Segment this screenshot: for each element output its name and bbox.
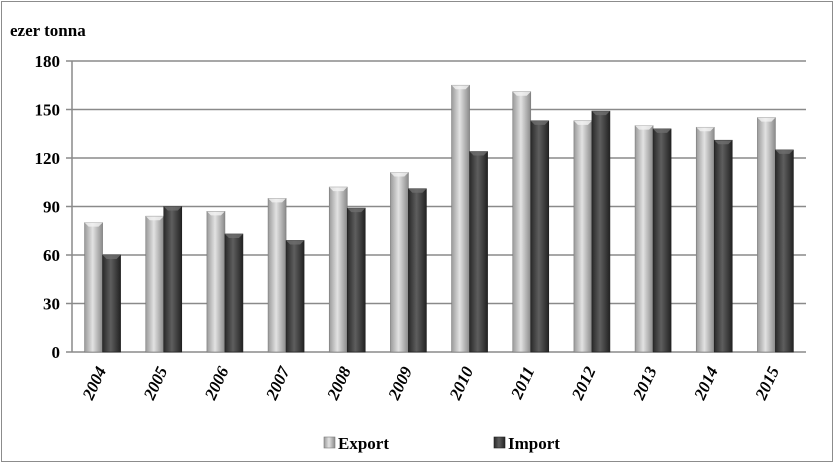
bar-cap: [714, 140, 733, 145]
bar-export: [695, 126, 715, 353]
legend: Export Import: [323, 434, 560, 453]
bar-cap: [757, 117, 776, 122]
bar-import: [530, 120, 550, 353]
bar-export: [390, 172, 409, 353]
bar-export: [328, 186, 348, 353]
bar-export: [512, 91, 532, 353]
x-tick-label: 2005: [139, 363, 171, 403]
y-tick-label: 0: [52, 343, 61, 362]
bar-import: [469, 151, 488, 353]
bar-cap: [469, 151, 488, 156]
x-tick-label: 2006: [201, 363, 233, 403]
bar-cap: [696, 127, 715, 132]
bar-cap: [390, 172, 409, 177]
bar-cap: [530, 120, 549, 125]
gridlines: [66, 60, 806, 353]
bar-cap: [145, 216, 164, 221]
bars: [84, 84, 794, 353]
y-tick-label: 180: [35, 52, 61, 71]
legend-swatch-import: [493, 436, 506, 449]
bar-cap: [347, 208, 366, 213]
legend-label-import: Import: [508, 434, 560, 453]
legend-label-export: Export: [338, 434, 389, 453]
bar-import: [713, 139, 733, 353]
x-tick-label: 2010: [445, 363, 477, 403]
bar-import: [224, 233, 244, 353]
bar-import: [346, 207, 366, 353]
bar-export: [206, 211, 226, 353]
bar-cap: [329, 187, 348, 192]
bar-cap: [635, 125, 654, 130]
x-tick-label: 2009: [384, 363, 416, 403]
bar-export: [145, 215, 165, 353]
bar-cap: [653, 128, 672, 133]
x-tick-label: 2012: [568, 363, 600, 403]
y-tick-label: 90: [43, 198, 60, 217]
bar-import: [591, 110, 611, 353]
bar-import: [285, 240, 305, 353]
bar-export: [757, 117, 776, 353]
y-tick-label: 150: [35, 101, 61, 120]
bar-import: [652, 128, 672, 353]
bar-cap: [206, 211, 225, 216]
bar-import: [163, 206, 183, 353]
x-axis-labels: 2004 2005 2006 2007 2008 2009 2010 2011 2012 2013…: [78, 362, 783, 403]
bar-export: [267, 198, 287, 353]
bar-import: [775, 149, 794, 353]
y-axis-label: ezer tonna: [10, 21, 86, 40]
y-axis-ticks: 0 30 60 90 120 150 180: [35, 52, 61, 362]
x-tick-label: 2008: [323, 363, 355, 403]
legend-swatch-export: [323, 436, 336, 449]
bar-cap: [451, 85, 470, 90]
x-tick-label: 2013: [629, 363, 661, 403]
x-tick-label: 2014: [690, 364, 722, 404]
bar-export: [451, 84, 470, 353]
x-tick-label: 2011: [507, 364, 539, 403]
bar-cap: [591, 111, 610, 116]
bar-cap: [286, 240, 305, 245]
bar-export: [634, 125, 654, 353]
bar-import: [102, 254, 121, 353]
bar-import: [408, 188, 427, 353]
x-tick-label: 2004: [78, 364, 110, 404]
bar-cap: [84, 222, 103, 227]
bar-cap: [224, 233, 243, 238]
bar-cap: [573, 120, 592, 125]
y-tick-label: 120: [35, 149, 61, 168]
bar-cap: [268, 198, 287, 203]
bar-export: [84, 222, 103, 353]
y-tick-label: 60: [43, 246, 60, 265]
bar-cap: [102, 255, 121, 259]
bar-export: [573, 120, 593, 353]
x-tick-label: 2007: [262, 362, 295, 403]
x-tick-label: 2015: [751, 363, 783, 403]
y-tick-label: 30: [43, 295, 60, 314]
bar-cap: [408, 188, 427, 193]
bar-cap: [512, 91, 531, 96]
bar-cap: [775, 149, 794, 154]
bar-cap: [163, 206, 182, 211]
